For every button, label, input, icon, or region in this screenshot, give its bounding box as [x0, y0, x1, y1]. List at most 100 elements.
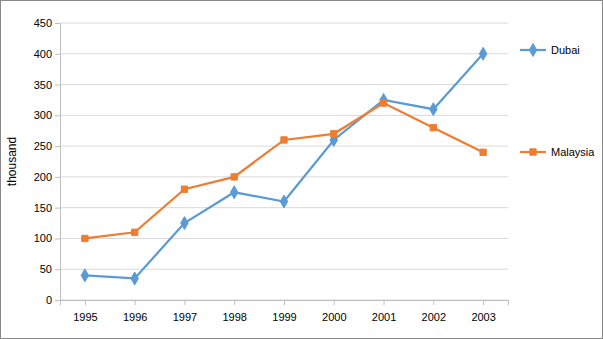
- y-tick: 50: [40, 263, 60, 275]
- y-tick-label: 100: [34, 232, 52, 244]
- series-marker: [131, 272, 138, 285]
- grid-line: [60, 146, 508, 147]
- y-tick: 400: [34, 48, 60, 60]
- chart: 0501001502002503003504004501995199619971…: [0, 0, 603, 339]
- x-tick-label: 1996: [123, 311, 147, 323]
- y-tick: 250: [34, 140, 60, 152]
- legend-marker: [529, 44, 536, 57]
- x-axis: 1995 1996 1997 1998 1999 2000 2001 2002 2003: [61, 300, 509, 323]
- y-tick-label: 300: [34, 109, 52, 121]
- x-tick: 2000: [322, 300, 346, 323]
- y-tick: 200: [34, 171, 60, 183]
- x-tick-mark: [483, 300, 484, 305]
- x-tick: 2001: [372, 300, 396, 323]
- y-tick-label: 400: [34, 48, 52, 60]
- series-marker: [281, 137, 287, 143]
- legend-item: Dubai: [520, 44, 580, 57]
- y-tick-label: 0: [46, 294, 52, 306]
- grid-line: [60, 53, 508, 54]
- series-line: [85, 103, 483, 238]
- y-tick-mark: [55, 146, 60, 147]
- x-tick-label: 1999: [272, 311, 296, 323]
- y-tick: 100: [34, 232, 60, 244]
- grid-line: [60, 238, 508, 239]
- y-tick-label: 200: [34, 171, 52, 183]
- x-tick-label: 2000: [322, 311, 346, 323]
- x-tick-mark: [334, 300, 335, 305]
- plot-area: [81, 47, 487, 285]
- y-tick-label: 250: [34, 140, 52, 152]
- x-tick: 1997: [173, 300, 197, 323]
- x-tick-label: 2002: [422, 311, 446, 323]
- series-marker: [280, 195, 287, 208]
- x-tick-label: 2003: [471, 311, 495, 323]
- y-tick-mark: [55, 238, 60, 239]
- x-tick-mark: [234, 300, 235, 305]
- series-line: [85, 54, 483, 279]
- y-tick-label: 150: [34, 202, 52, 214]
- y-axis: 0 50 100 150 200 250 300 350 400 450: [34, 17, 61, 306]
- series-marker: [380, 93, 387, 106]
- grid-line: [60, 23, 508, 24]
- y-tick: 450: [34, 17, 60, 29]
- series-marker: [331, 131, 337, 137]
- y-tick-label: 50: [40, 263, 52, 275]
- y-tick-mark: [55, 54, 60, 55]
- x-tick-mark: [135, 300, 136, 305]
- series-marker: [181, 217, 188, 230]
- x-tick-mark: [85, 300, 86, 305]
- y-tick-label: 350: [34, 79, 52, 91]
- x-tick: 2002: [422, 300, 446, 323]
- series-marker: [480, 149, 486, 155]
- x-tick-mark: [284, 300, 285, 305]
- series-marker: [430, 103, 437, 116]
- series-marker: [132, 229, 138, 235]
- y-tick: 300: [34, 109, 60, 121]
- x-tick-label: 2001: [372, 311, 396, 323]
- x-tick: 1998: [222, 300, 246, 323]
- x-tick-label: 1995: [73, 311, 97, 323]
- x-tick-mark: [384, 300, 385, 305]
- y-tick-mark: [55, 115, 60, 116]
- x-tick-label: 1998: [222, 311, 246, 323]
- legend-label: Malaysia: [551, 146, 595, 158]
- y-tick-mark: [55, 269, 60, 270]
- y-tick-mark: [55, 208, 60, 209]
- series-marker: [181, 186, 187, 192]
- y-tick-mark: [55, 85, 60, 86]
- y-tick-mark: [55, 300, 60, 301]
- grid-line: [60, 269, 508, 270]
- legend-label: Dubai: [551, 44, 580, 56]
- y-tick: 150: [34, 202, 60, 214]
- grid-line: [60, 176, 508, 177]
- y-tick: 350: [34, 79, 60, 91]
- series-marker: [81, 269, 88, 282]
- series-marker: [380, 100, 386, 106]
- y-tick-mark: [55, 23, 60, 24]
- x-tick-mark: [433, 300, 434, 305]
- x-tick: 1995: [73, 300, 97, 323]
- x-tick-label: 1997: [173, 311, 197, 323]
- x-axis-line: [61, 301, 509, 306]
- y-tick-label: 450: [34, 17, 52, 29]
- y-axis-line: [55, 24, 61, 301]
- x-tick-mark: [184, 300, 185, 305]
- series-marker: [231, 174, 237, 180]
- x-tick: 1996: [123, 300, 147, 323]
- x-tick: 1999: [272, 300, 296, 323]
- chart-frame: [1, 1, 603, 339]
- series-marker: [82, 235, 88, 241]
- y-tick: 0: [46, 294, 60, 306]
- grid: [60, 23, 508, 300]
- legend-item: Malaysia: [520, 146, 595, 158]
- series-marker: [479, 47, 486, 60]
- y-axis-title: thousand: [5, 137, 19, 186]
- grid-line: [60, 115, 508, 116]
- legend: Dubai Malaysia: [520, 44, 595, 158]
- series-marker: [430, 124, 436, 130]
- grid-line: [60, 84, 508, 85]
- series-marker: [231, 186, 238, 199]
- x-tick: 2003: [471, 300, 495, 323]
- y-tick-mark: [55, 177, 60, 178]
- legend-marker: [530, 149, 536, 155]
